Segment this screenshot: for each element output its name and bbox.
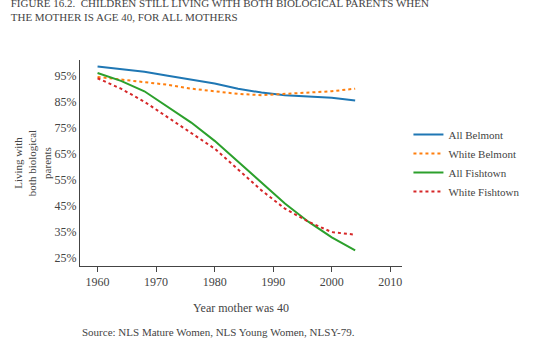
svg-text:1960: 1960 <box>86 275 110 289</box>
svg-text:Year mother was 40: Year mother was 40 <box>193 301 289 315</box>
svg-text:1990: 1990 <box>261 275 285 289</box>
svg-text:1970: 1970 <box>144 275 168 289</box>
svg-text:Living withboth biologicalpare: Living withboth biologicalparents <box>12 130 53 196</box>
svg-text:1980: 1980 <box>203 275 227 289</box>
svg-text:35%: 35% <box>55 225 77 239</box>
svg-text:75%: 75% <box>55 121 77 135</box>
svg-text:White Fishtown: White Fishtown <box>448 186 519 198</box>
svg-text:2000: 2000 <box>320 275 344 289</box>
svg-text:25%: 25% <box>55 251 77 265</box>
svg-text:All Belmont: All Belmont <box>448 129 503 141</box>
svg-text:65%: 65% <box>55 147 77 161</box>
svg-text:95%: 95% <box>55 69 77 83</box>
svg-text:55%: 55% <box>55 173 77 187</box>
svg-text:All Fishtown: All Fishtown <box>448 167 506 179</box>
svg-text:45%: 45% <box>55 199 77 213</box>
svg-text:85%: 85% <box>55 95 77 109</box>
svg-text:White Belmont: White Belmont <box>448 148 516 160</box>
svg-text:Source: NLS Mature Women, NLS: Source: NLS Mature Women, NLS Young Wome… <box>82 326 355 338</box>
svg-text:FIGURE 16.2. CHILDREN STILL L: FIGURE 16.2. CHILDREN STILL LIVING WITH … <box>11 0 429 23</box>
svg-text:2010: 2010 <box>378 275 402 289</box>
